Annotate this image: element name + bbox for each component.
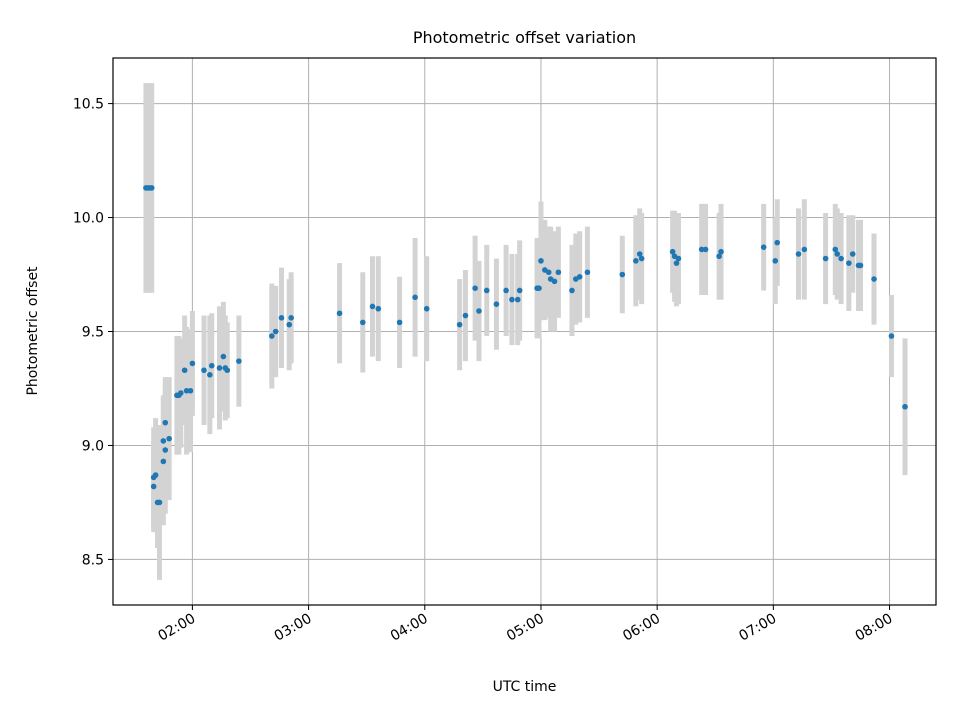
data-point [162, 447, 169, 453]
data-point [456, 321, 463, 328]
data-point [220, 353, 227, 360]
x-axis-label: UTC time [493, 679, 557, 695]
data-point [716, 253, 722, 260]
data-point [822, 255, 829, 262]
data-point [832, 246, 839, 253]
data-point [675, 255, 682, 262]
x-axis-ticks: 02:00 03:00 04:00 05:00 06:00 07:00 08:00 [155, 605, 896, 645]
data-point [150, 483, 157, 490]
data-point [849, 251, 856, 257]
y-tick-label: 8.5 [82, 552, 104, 568]
data-point [509, 296, 515, 303]
chart-title: Photometric offset variation [413, 28, 636, 47]
y-axis-ticks: 8.5 9.0 9.5 10.0 10.5 [73, 97, 113, 568]
data-point [288, 315, 294, 321]
data-point [669, 248, 676, 255]
data-point [216, 365, 223, 371]
data-point [336, 310, 343, 317]
data-point [183, 387, 190, 394]
data-point [772, 258, 779, 264]
data-point [538, 258, 544, 264]
data-point [483, 287, 490, 294]
data-point [838, 255, 844, 262]
data-point [476, 308, 482, 314]
data-point [360, 319, 366, 326]
data-point [576, 274, 583, 280]
data-point [619, 271, 626, 278]
data-point [423, 305, 430, 312]
data-point [902, 403, 908, 410]
data-point [493, 301, 500, 307]
x-tick-label: 02:00 [155, 611, 198, 645]
data-point [801, 246, 808, 253]
data-point [633, 258, 639, 264]
y-tick-label: 10.0 [73, 211, 104, 227]
data-point [638, 255, 645, 262]
data-point [208, 362, 215, 369]
data-point [201, 367, 207, 374]
data-point [702, 246, 709, 253]
data-point [718, 248, 724, 255]
data-point [166, 435, 172, 442]
data-point [160, 458, 167, 465]
x-tick-label: 03:00 [272, 611, 315, 645]
data-point [189, 360, 196, 367]
x-tick-label: 05:00 [504, 611, 547, 645]
data-point [636, 251, 643, 257]
data-point [369, 303, 376, 310]
data-point [224, 367, 231, 374]
x-tick-label: 07:00 [736, 611, 779, 645]
data-point [268, 333, 275, 339]
y-tick-label: 9.0 [82, 438, 104, 454]
data-point [857, 262, 864, 269]
grid-lines [113, 58, 936, 605]
data-point [698, 246, 705, 253]
data-point [472, 285, 478, 291]
data-point [569, 287, 575, 294]
data-point [551, 278, 558, 285]
data-point [503, 287, 509, 294]
data-point [152, 472, 159, 478]
data-point [462, 312, 469, 319]
data-point [514, 296, 521, 303]
data-point [181, 367, 188, 374]
data-point [871, 276, 877, 282]
data-points [143, 185, 908, 506]
data-point [846, 260, 852, 266]
data-point [516, 287, 523, 294]
data-point [795, 251, 802, 257]
data-point [286, 321, 293, 328]
y-axis-label: Photometric offset [25, 266, 41, 396]
data-point [584, 269, 591, 276]
data-point [888, 333, 895, 339]
data-point [207, 372, 213, 378]
x-tick-label: 06:00 [620, 611, 663, 645]
data-point [536, 285, 542, 291]
data-point [760, 244, 767, 250]
data-point [774, 239, 781, 246]
data-point [272, 328, 279, 335]
data-point [160, 438, 167, 444]
data-point [396, 319, 403, 326]
data-point [545, 269, 552, 276]
data-point [148, 185, 155, 191]
data-point [156, 499, 163, 506]
y-tick-label: 10.5 [73, 97, 104, 113]
x-tick-label: 08:00 [853, 611, 896, 645]
data-point [375, 305, 382, 312]
data-point [177, 390, 184, 396]
data-point [834, 251, 841, 257]
y-tick-label: 9.5 [82, 325, 104, 341]
data-point [278, 315, 285, 321]
data-point [555, 269, 562, 276]
x-tick-label: 04:00 [388, 611, 431, 645]
data-point [673, 260, 680, 266]
data-point [236, 358, 242, 364]
data-point [162, 419, 169, 426]
data-point [187, 387, 194, 394]
data-point [412, 294, 418, 301]
